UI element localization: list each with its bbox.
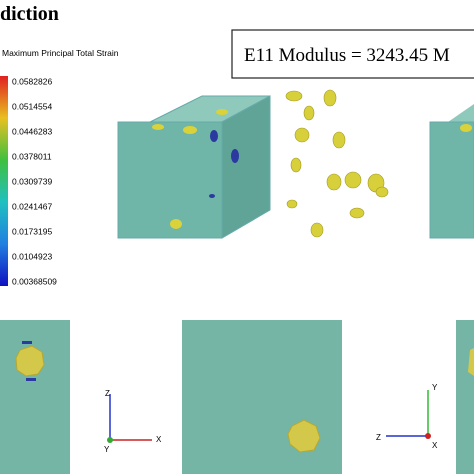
legend-title: Maximum Principal Total Strain (2, 48, 119, 58)
axis-label: Z (105, 389, 110, 398)
legend-label: 0.0309739 (12, 176, 52, 186)
axis-triad: Y Z X (376, 383, 438, 450)
cube (117, 95, 271, 239)
modulus-box (231, 29, 474, 79)
legend-label: 0.0104923 (12, 251, 52, 261)
axis-label: Y (432, 383, 438, 392)
legend-label: 0.0378011 (12, 151, 52, 161)
section-panel (0, 320, 70, 474)
legend-label: 0.0582826 (12, 76, 52, 86)
legend-label: 0.0446283 (12, 126, 52, 136)
axis-label: X (432, 441, 438, 450)
cube (429, 104, 474, 239)
legend-label: 0.0241467 (12, 201, 52, 211)
axis-label: Z (376, 433, 381, 442)
legend-label: 0.0514554 (12, 101, 52, 111)
legend-label: 0.0173195 (12, 226, 52, 236)
modulus-text: E11 Modulus = 3243.45 M (244, 45, 450, 66)
particles (285, 89, 389, 238)
title: diction (0, 3, 59, 25)
axis-label: Y (104, 445, 110, 454)
section-panel (456, 320, 474, 474)
axis-triad: Z X Y (104, 389, 162, 454)
legend-label: 0.00368509 (12, 276, 57, 286)
section-panel (182, 320, 342, 474)
axis-label: X (156, 435, 162, 444)
color-bar (0, 76, 8, 286)
